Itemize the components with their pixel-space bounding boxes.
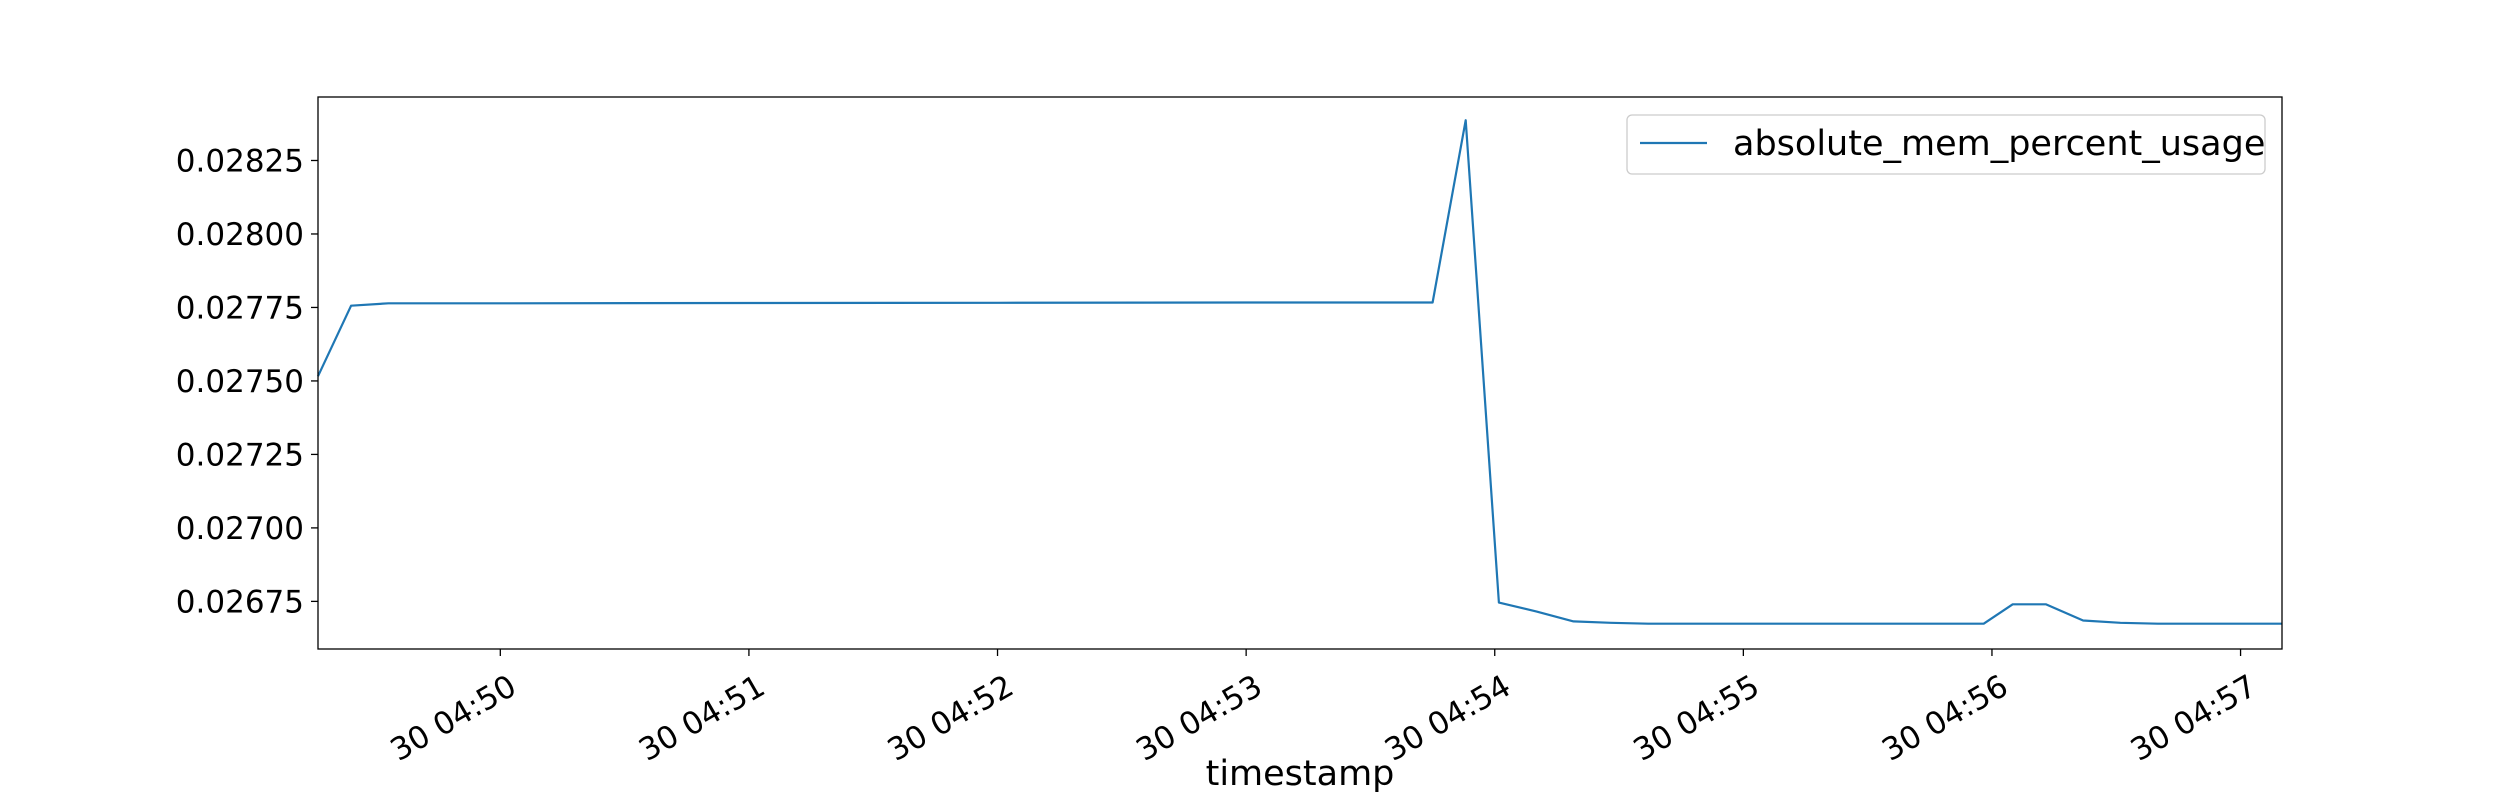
y-tick-label: 0.02675: [176, 584, 304, 620]
y-tick-label: 0.02725: [176, 437, 304, 473]
series-line-absolute-mem-percent-usage: [317, 119, 2282, 625]
x-tick-label: 30 04:54: [1379, 668, 1517, 768]
x-tick-label: 30 04:50: [384, 668, 522, 768]
x-tick-label: 30 04:57: [2125, 668, 2263, 768]
x-axis: 30 04:50 30 04:51 30 04:52 30 04:53 30 04:54…: [384, 649, 2263, 769]
legend-entry-label: absolute_mem_percent_usage: [1733, 124, 2265, 164]
y-tick-label: 0.02700: [176, 511, 304, 547]
x-tick-label: 30 04:55: [1627, 668, 1765, 768]
y-tick-label: 0.02800: [176, 217, 304, 253]
legend: absolute_mem_percent_usage: [1626, 114, 2266, 175]
x-tick-label: 30 04:56: [1876, 668, 2014, 768]
x-tick-label: 30 04:52: [882, 668, 1020, 768]
plot-area: [317, 119, 2282, 625]
y-tick-label: 0.02775: [176, 290, 304, 326]
y-axis: 0.02675 0.02700 0.02725 0.02750 0.02775 0.028…: [176, 143, 318, 620]
y-tick-label: 0.02825: [176, 143, 304, 179]
x-axis-label: timestamp: [1206, 754, 1395, 794]
plot-frame: [317, 96, 2283, 650]
x-tick-label: 30 04:51: [633, 668, 771, 768]
y-tick-label: 0.02750: [176, 364, 304, 400]
legend-box: [1626, 114, 2266, 175]
